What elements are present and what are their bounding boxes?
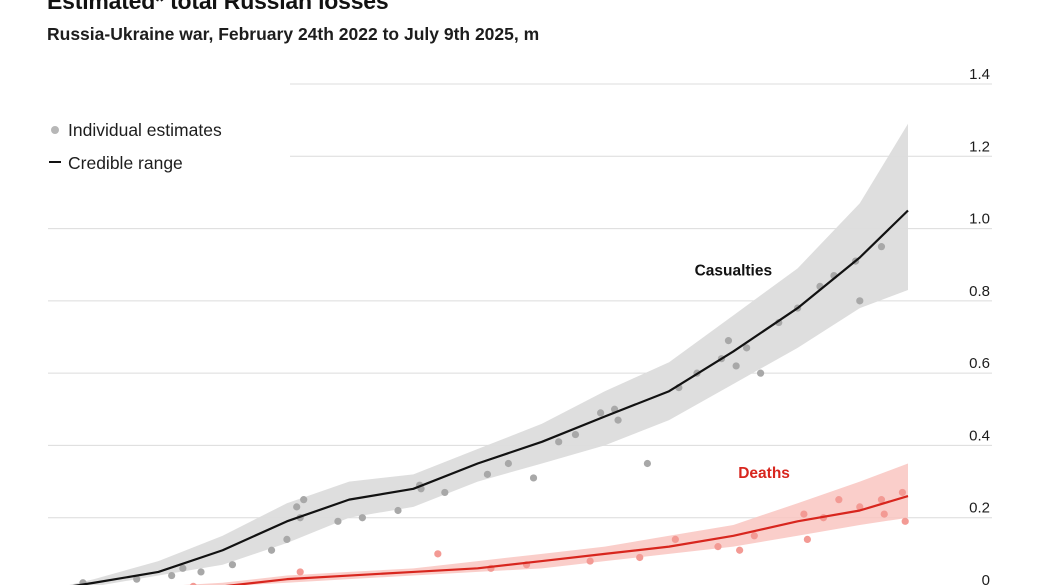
casualties-estimate-point (856, 297, 864, 305)
chart-subtitle: Russia-Ukraine war, February 24th 2022 t… (47, 24, 540, 44)
legend: Individual estimates Credible range (45, 112, 285, 182)
deaths-estimate-point (736, 546, 744, 554)
deaths-estimate-point (296, 568, 304, 576)
casualties-estimate-point (334, 517, 342, 525)
casualties-estimate-point (504, 459, 512, 468)
casualties-estimate-point (179, 564, 187, 572)
deaths-estimate-point (636, 553, 644, 562)
deaths-annotation: Deaths (738, 465, 790, 482)
y-tick-label: 1.4 (969, 66, 990, 83)
y-tick-labels: 0 0.2 0.4 0.6 0.8 1.0 1.2 1.4 (969, 66, 990, 585)
casualties-estimate-point (483, 470, 492, 478)
casualties-estimate-point (267, 546, 276, 554)
deaths-estimate-point (714, 543, 722, 551)
casualties-estimate-point (441, 488, 449, 497)
casualties-estimate-point (133, 575, 141, 583)
casualties-estimate-point (643, 459, 652, 468)
series-lines (72, 209, 909, 585)
deaths-estimate-point (803, 535, 811, 544)
deaths-estimate-point (835, 496, 843, 504)
y-tick-label: 1.0 (969, 211, 990, 228)
legend-range-marker (49, 161, 61, 163)
casualties-estimate-point (228, 561, 237, 569)
y-tick-label: 0.4 (969, 427, 990, 444)
y-tick-label: 1.2 (969, 138, 990, 155)
legend-estimates-marker (51, 126, 59, 134)
casualties-estimate-point (724, 337, 733, 345)
y-tick-label: 0.8 (969, 283, 990, 300)
legend-range-label: Credible range (68, 153, 183, 173)
legend-bg (45, 112, 285, 182)
casualties-estimate-point (743, 344, 751, 352)
casualties-estimate-point (877, 243, 886, 251)
casualties-estimate-point (571, 430, 580, 439)
casualties-line (72, 209, 909, 585)
casualties-estimate-point (597, 409, 605, 417)
deaths-estimate-point (434, 550, 442, 558)
deaths-estimate-point (671, 535, 679, 544)
y-tick-label: 0.2 (969, 500, 990, 517)
deaths-estimate-point (586, 557, 594, 565)
y-tick-label: 0.6 (969, 355, 990, 372)
credible-bands (69, 123, 908, 585)
y-tick-label: 0 (982, 572, 990, 585)
casualties-estimate-point (614, 416, 622, 424)
deaths-estimate-point (750, 532, 758, 540)
casualties-estimate-point (293, 503, 301, 511)
casualties-annotation: Casualties (695, 263, 773, 280)
deaths-estimate-point (880, 510, 888, 518)
deaths-estimate-point (856, 503, 864, 511)
deaths-line (225, 494, 909, 585)
casualties-estimate-point (358, 514, 366, 522)
casualties-estimate-point (732, 362, 740, 370)
deaths-estimate-point (901, 517, 909, 525)
casualties-estimate-point (529, 474, 538, 482)
casualties-estimate-point (283, 535, 291, 544)
casualties-estimate-point (756, 369, 765, 377)
casualties-estimate-point (197, 568, 205, 576)
deaths-estimate-point (877, 496, 886, 504)
deaths-estimate-point (800, 510, 808, 518)
casualties-estimate-point (168, 571, 176, 580)
legend-estimates-label: Individual estimates (68, 120, 222, 140)
deaths-estimate-point (898, 488, 907, 497)
casualties-estimate-point (300, 496, 308, 504)
chart-title: Estimated* total Russian losses (47, 0, 389, 14)
casualties-credible-band (69, 123, 908, 585)
series-annotations: Casualties Deaths (695, 263, 790, 482)
casualties-estimate-point (555, 438, 563, 446)
deaths-estimate-point (189, 582, 197, 585)
casualties-estimate-point (394, 506, 402, 515)
